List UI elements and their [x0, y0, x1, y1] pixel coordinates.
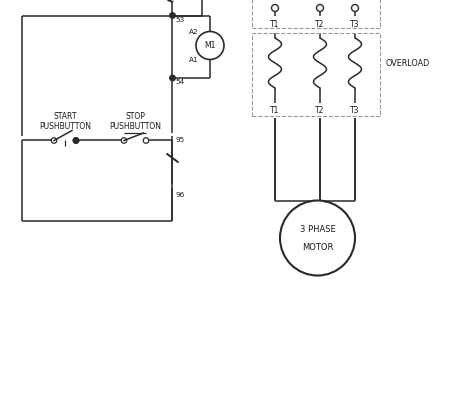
- Circle shape: [317, 4, 323, 11]
- Text: T3: T3: [350, 20, 360, 29]
- Text: 96: 96: [175, 192, 185, 198]
- Text: T2: T2: [315, 106, 325, 115]
- Text: OVERLOAD: OVERLOAD: [386, 59, 430, 68]
- Bar: [253, 0, 380, 28]
- Text: 95: 95: [175, 137, 185, 143]
- Circle shape: [51, 138, 57, 143]
- Circle shape: [170, 13, 175, 18]
- Text: PUSHBUTTON: PUSHBUTTON: [39, 122, 91, 131]
- Text: T3: T3: [350, 106, 360, 115]
- Text: START: START: [53, 112, 77, 121]
- Circle shape: [170, 75, 175, 81]
- Text: 53: 53: [175, 17, 185, 23]
- Text: A1: A1: [189, 57, 199, 62]
- Circle shape: [143, 138, 149, 143]
- Text: 54: 54: [175, 79, 185, 86]
- Circle shape: [352, 4, 358, 11]
- Circle shape: [73, 138, 79, 143]
- Bar: [253, 33, 380, 116]
- Text: 3 PHASE: 3 PHASE: [300, 224, 336, 233]
- Text: T1: T1: [270, 20, 280, 29]
- Circle shape: [196, 31, 224, 59]
- Circle shape: [280, 200, 355, 275]
- Text: T2: T2: [315, 20, 325, 29]
- Circle shape: [272, 4, 279, 11]
- Text: STOP: STOP: [125, 112, 145, 121]
- Text: MOTOR: MOTOR: [302, 242, 333, 252]
- Text: M1: M1: [204, 41, 216, 50]
- Circle shape: [121, 138, 127, 143]
- Text: A2: A2: [189, 29, 199, 35]
- Circle shape: [73, 138, 79, 143]
- Text: PUSHBUTTON: PUSHBUTTON: [109, 122, 161, 131]
- Text: T1: T1: [270, 106, 280, 115]
